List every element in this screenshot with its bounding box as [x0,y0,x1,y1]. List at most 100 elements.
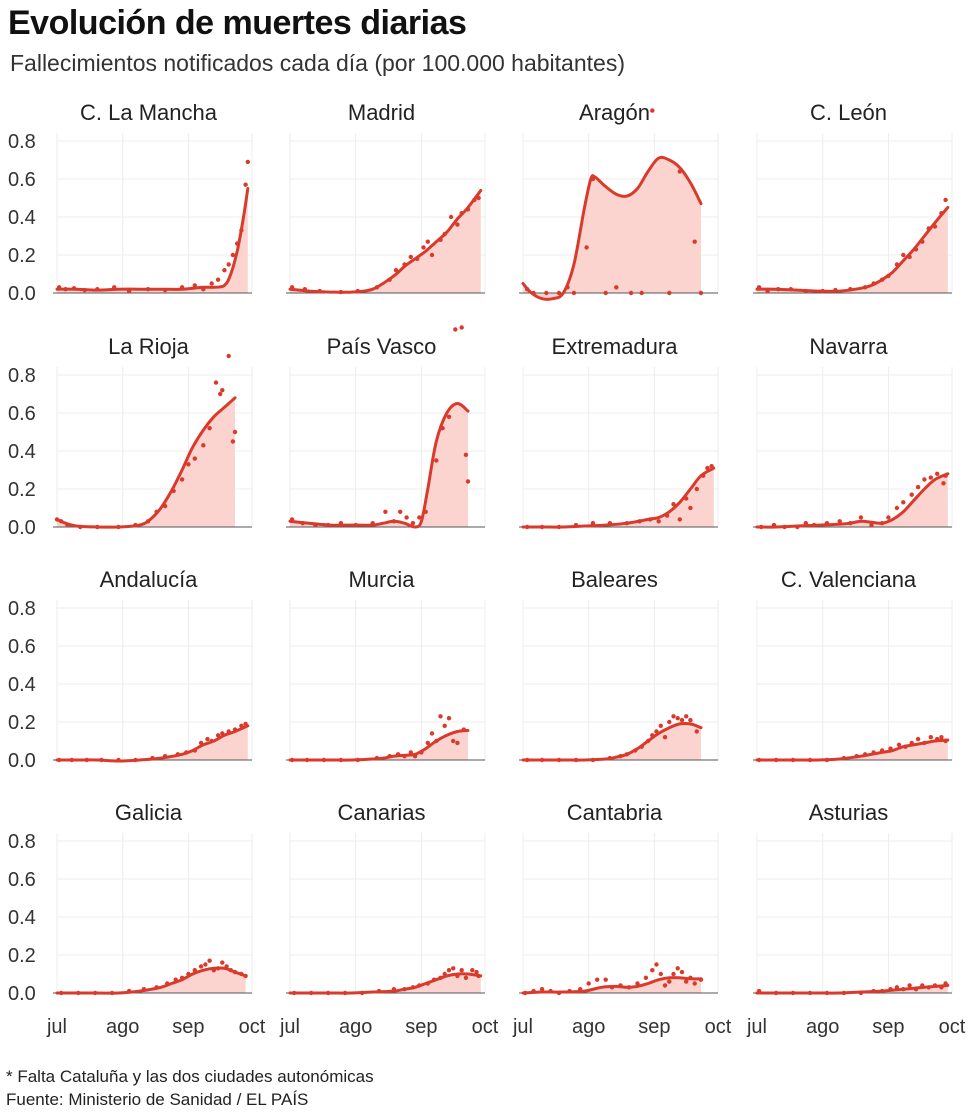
trend-area [757,473,948,528]
data-point [309,990,314,996]
data-point [688,975,693,980]
chart-title: Evolución de muertes diarias [8,4,467,42]
data-point [544,290,549,296]
panel-madrid: Madrid [286,100,486,295]
data-point [688,717,693,723]
panel-title: Cantabria [567,800,663,825]
data-point [667,719,672,725]
data-point [573,522,579,528]
data-point [654,962,659,967]
data-point [943,981,948,986]
data-point [841,755,847,761]
data-point [59,990,64,996]
data-point [215,966,221,971]
trend-line [521,976,703,995]
data-point [423,509,428,514]
data-point [451,738,456,744]
data-point [650,968,655,973]
data-point [313,522,318,528]
data-point [374,755,380,761]
data-point [648,517,653,522]
data-point [590,176,596,182]
data-point [304,757,310,763]
data-point [871,988,876,994]
x-tick-label: oct [239,1016,266,1038]
data-point [141,987,147,992]
y-tick-label: 0.8 [8,131,36,153]
data-point [637,519,642,524]
data-point [198,740,204,746]
data-point [913,987,919,992]
data-point [355,757,360,763]
data-point [639,744,644,749]
data-point [220,388,225,393]
data-point [300,521,305,526]
data-point [788,287,794,292]
x-tick-label: jul [46,1016,67,1038]
data-point [667,290,672,296]
data-point [228,968,233,973]
data-point [677,169,682,174]
data-point [901,500,906,505]
data-point [207,958,212,963]
data-point [162,287,168,293]
data-point [639,290,644,296]
data-point [434,458,439,463]
data-point [894,985,900,990]
data-point [896,742,902,747]
data-point [359,990,365,996]
data-point [824,757,830,763]
data-point [150,755,155,761]
x-tick-label: ago [339,1016,372,1038]
data-point [342,990,348,996]
data-point [192,283,197,288]
panel-andaluc-a: Andalucía [53,567,253,763]
data-point [448,214,454,220]
y-tick-label: 0.0 [8,983,36,1005]
data-point [658,723,663,728]
data-point [803,288,808,294]
data-point [175,752,180,757]
trend-area [57,188,248,293]
data-point [567,988,572,994]
data-point [133,522,138,528]
data-point [667,979,672,984]
data-point [289,285,295,290]
data-point [408,254,413,260]
panel-arag-n: Aragón [519,100,719,301]
data-point [698,290,704,296]
y-tick-label: 0.6 [8,636,36,658]
data-point [692,981,697,986]
data-point [440,426,445,431]
data-point [782,524,787,530]
data-point [671,971,676,977]
data-point [453,327,458,332]
data-point [192,968,197,973]
trend-area [57,397,235,528]
data-point [410,985,416,990]
data-point [539,987,545,992]
data-point [289,517,295,522]
data-point [245,159,250,165]
data-point [709,464,714,469]
data-point [935,736,940,742]
trend-line [55,724,250,763]
trend-area [757,985,948,994]
data-point [658,971,663,977]
trend-area [57,967,246,994]
data-point [218,391,223,397]
data-point [807,757,813,763]
data-point [643,975,649,980]
y-tick-label: 0.0 [8,750,36,772]
data-point [628,290,634,296]
panel-title: País Vasco [327,334,437,359]
trend-area [290,730,468,761]
data-point [459,211,464,216]
panel-galicia: Galicia [53,800,253,996]
data-point [603,290,608,296]
panel-extremadura: Extremadura [519,334,719,530]
data-point [54,517,60,522]
data-point [292,990,297,996]
data-point [209,738,214,744]
data-point [326,522,331,528]
